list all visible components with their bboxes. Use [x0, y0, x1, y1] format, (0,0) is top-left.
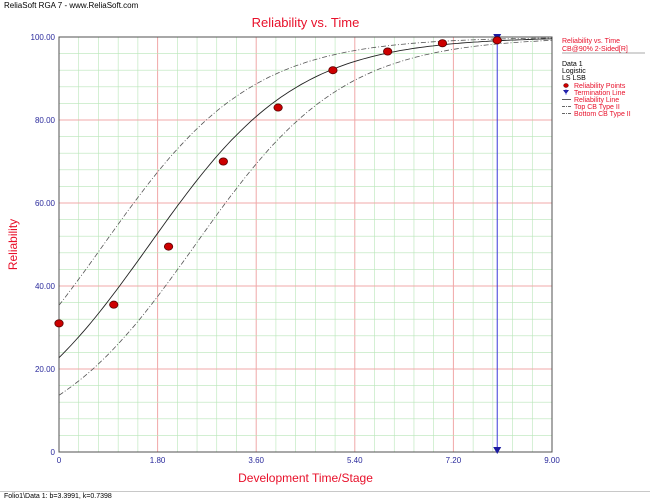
legend-symbol-dot: [563, 83, 569, 88]
legend-header-text: Reliability vs. Time: [562, 38, 620, 45]
legend-header-text: CB@90% 2-Sided[R]: [562, 46, 628, 53]
reliability-point: [492, 36, 502, 45]
y-tick-label: 80.00: [35, 116, 56, 125]
reliability-point: [218, 157, 228, 166]
legend-entry-label: Reliability Line: [574, 97, 619, 104]
axis-ticks: 0 1.80 3.60 5.40 7.20 9.00 0 20.00 40.00 60.00 80.…: [31, 33, 561, 465]
legend-entry-label: Top CB Type II: [574, 104, 620, 111]
y-tick-label: 60.00: [35, 199, 56, 208]
x-tick-label: 5.40: [347, 456, 363, 465]
termination-marker-bottom: [493, 447, 502, 454]
reliability-point: [109, 300, 119, 309]
x-axis-label: Development Time/Stage: [238, 471, 373, 485]
x-tick-label: 7.20: [446, 456, 462, 465]
y-tick-label: 20.00: [35, 365, 56, 374]
reliability-point: [328, 66, 338, 75]
legend-info-text: Logistic: [562, 68, 586, 75]
legend-entry-label: Termination Line: [574, 90, 625, 97]
reliability-point: [383, 47, 393, 56]
y-axis-label: Reliability: [6, 219, 20, 270]
x-tick-label: 0: [57, 456, 62, 465]
legend-info-text: LS LSB: [562, 75, 586, 82]
reliability-points: [54, 36, 502, 328]
reliability-point: [54, 319, 64, 328]
reliability-point: [273, 103, 283, 112]
legend-info-text: Data 1: [562, 61, 583, 68]
x-tick-label: 9.00: [544, 456, 560, 465]
termination-line-group: [493, 34, 502, 454]
chart-curves: [58, 37, 553, 396]
bottom-cb-line: [58, 39, 553, 396]
x-tick-label: 1.80: [150, 456, 166, 465]
reliability-point: [163, 242, 174, 251]
chart-grid: [58, 36, 553, 453]
reliability-point: [437, 39, 448, 48]
status-bar: Folio1\Data 1: b=3.3991, k=0.7398: [0, 491, 650, 501]
plot-frame: [58, 36, 553, 453]
y-tick-label: 0: [51, 448, 56, 457]
legend-entry-label: Bottom CB Type II: [574, 111, 631, 118]
top-cb-line: [58, 37, 552, 306]
legend-entry-label: Reliability Points: [574, 83, 626, 90]
y-tick-label: 100.00: [31, 33, 56, 42]
reliability-line: [58, 38, 553, 359]
x-tick-label: 3.60: [248, 456, 264, 465]
app-title: ReliaSoft RGA 7 - www.ReliaSoft.com: [4, 1, 139, 10]
y-tick-label: 40.00: [35, 282, 56, 291]
chart-title: Reliability vs. Time: [252, 15, 360, 30]
